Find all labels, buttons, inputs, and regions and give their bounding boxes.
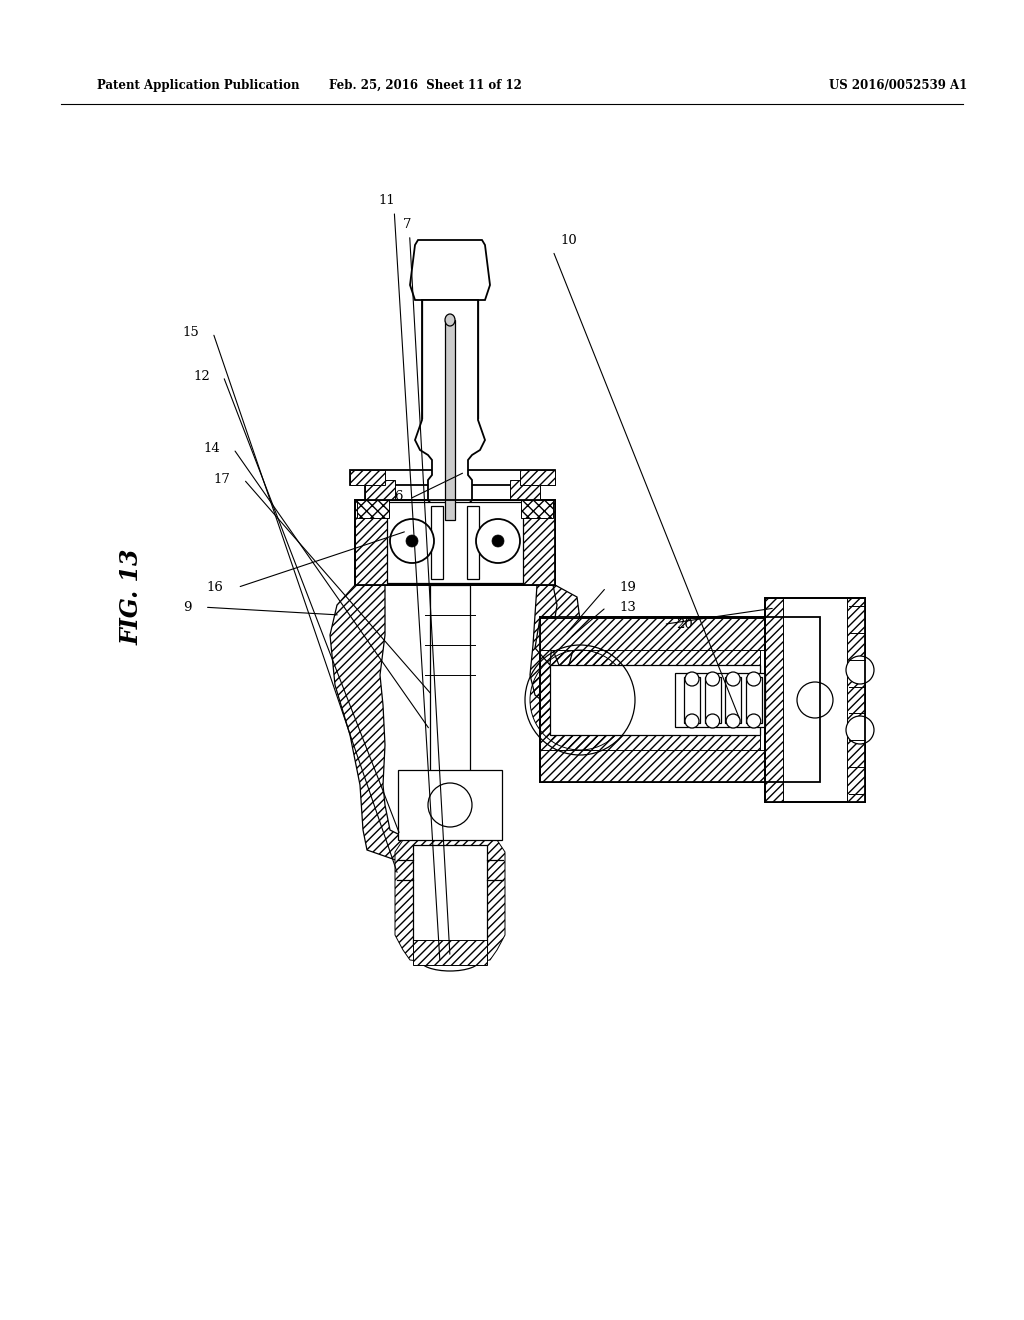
- Bar: [765, 598, 865, 803]
- Text: 15: 15: [183, 326, 200, 339]
- Circle shape: [685, 714, 699, 729]
- Polygon shape: [410, 240, 490, 300]
- Text: 14: 14: [204, 442, 220, 455]
- Bar: [350, 470, 555, 484]
- Bar: [445, 319, 455, 520]
- Text: 11: 11: [379, 194, 395, 207]
- Bar: [540, 750, 765, 781]
- Bar: [398, 770, 502, 840]
- Bar: [355, 500, 555, 585]
- Circle shape: [846, 715, 874, 744]
- Bar: [413, 940, 487, 965]
- Text: 20: 20: [676, 618, 692, 631]
- Bar: [725, 677, 741, 723]
- Bar: [467, 506, 479, 579]
- Text: US 2016/0052539 A1: US 2016/0052539 A1: [829, 79, 968, 91]
- Bar: [847, 598, 865, 803]
- Text: Feb. 25, 2016  Sheet 11 of 12: Feb. 25, 2016 Sheet 11 of 12: [329, 79, 521, 91]
- Polygon shape: [395, 840, 505, 965]
- Text: 10: 10: [560, 234, 577, 247]
- Bar: [430, 585, 470, 785]
- Polygon shape: [540, 649, 760, 750]
- Bar: [431, 506, 443, 579]
- Bar: [523, 500, 555, 585]
- Bar: [540, 616, 820, 781]
- Bar: [355, 500, 555, 585]
- Ellipse shape: [445, 314, 455, 326]
- Bar: [520, 470, 555, 484]
- Ellipse shape: [420, 949, 480, 972]
- Text: 16: 16: [207, 581, 223, 594]
- Bar: [765, 598, 783, 803]
- Circle shape: [726, 714, 740, 729]
- Text: 19: 19: [620, 581, 636, 594]
- Polygon shape: [530, 585, 577, 715]
- Bar: [387, 502, 523, 583]
- Bar: [510, 480, 540, 500]
- Bar: [705, 677, 721, 723]
- Circle shape: [846, 656, 874, 684]
- Bar: [365, 480, 540, 500]
- Circle shape: [706, 714, 720, 729]
- Bar: [745, 677, 762, 723]
- Bar: [365, 480, 395, 500]
- Bar: [540, 616, 820, 781]
- Text: 13: 13: [620, 601, 636, 614]
- Circle shape: [706, 672, 720, 686]
- Polygon shape: [415, 300, 485, 520]
- Bar: [413, 845, 487, 945]
- Bar: [355, 500, 387, 585]
- Text: Patent Application Publication: Patent Application Publication: [97, 79, 300, 91]
- Text: 12: 12: [194, 370, 210, 383]
- Circle shape: [746, 714, 761, 729]
- Text: 7: 7: [403, 218, 412, 231]
- Circle shape: [746, 672, 761, 686]
- Circle shape: [797, 682, 833, 718]
- Circle shape: [492, 535, 504, 546]
- Circle shape: [476, 519, 520, 564]
- Bar: [357, 500, 389, 517]
- Bar: [540, 618, 765, 649]
- Circle shape: [726, 672, 740, 686]
- Bar: [684, 677, 700, 723]
- Bar: [550, 665, 760, 735]
- Text: FIG. 13: FIG. 13: [119, 548, 143, 645]
- Circle shape: [406, 535, 418, 546]
- Bar: [350, 470, 385, 484]
- Bar: [521, 500, 553, 517]
- Bar: [675, 673, 765, 727]
- Text: 6: 6: [394, 490, 402, 503]
- Text: 17: 17: [214, 473, 230, 486]
- Circle shape: [685, 672, 699, 686]
- Polygon shape: [535, 585, 580, 680]
- Circle shape: [390, 519, 434, 564]
- Polygon shape: [330, 585, 410, 865]
- Bar: [765, 598, 865, 803]
- Text: 9: 9: [183, 601, 191, 614]
- Circle shape: [428, 783, 472, 828]
